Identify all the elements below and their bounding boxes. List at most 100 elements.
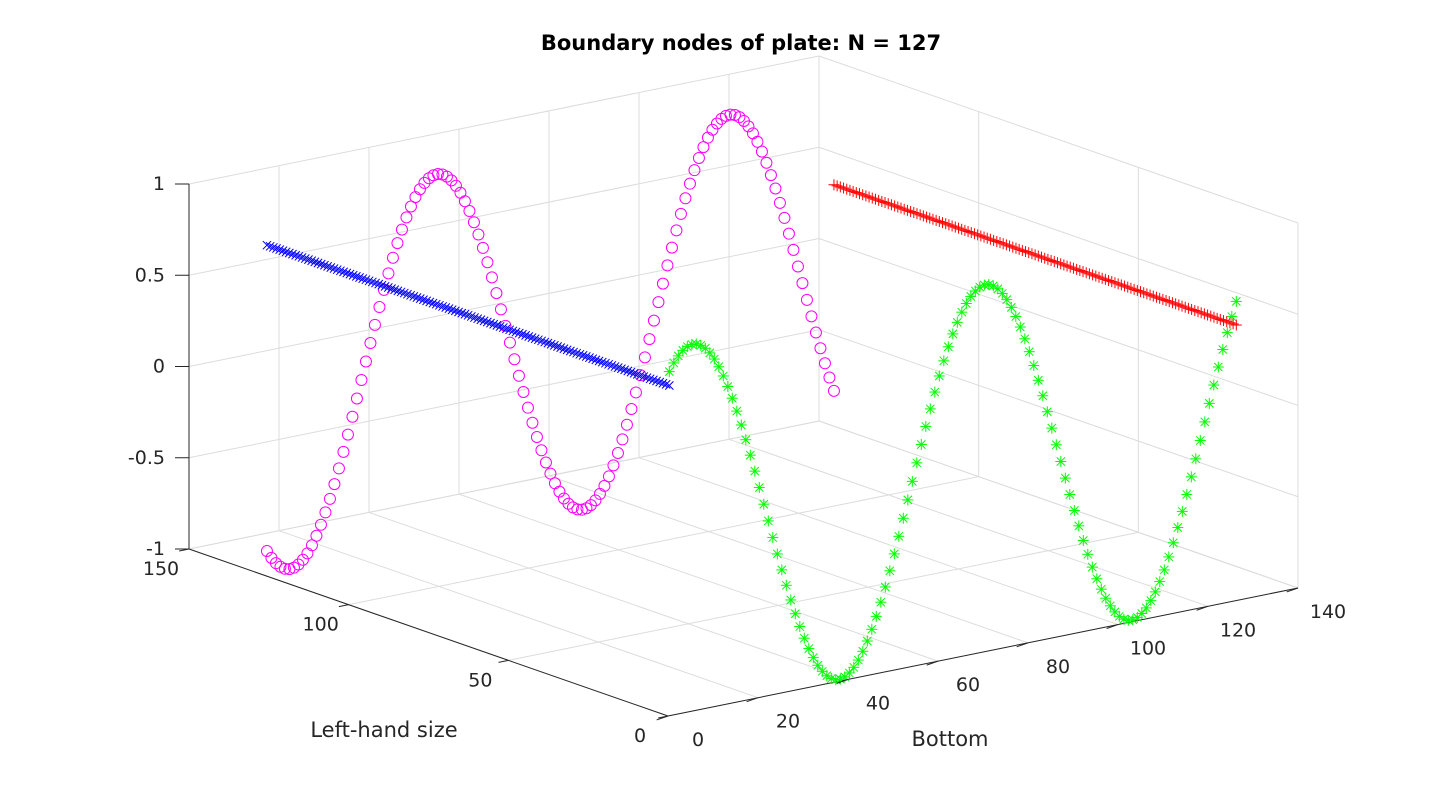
data-point xyxy=(914,209,926,221)
data-point xyxy=(463,205,476,218)
x-tick-mark xyxy=(1196,605,1209,611)
data-point xyxy=(921,211,933,223)
data-point xyxy=(413,183,426,196)
data-point xyxy=(291,250,301,260)
data-point xyxy=(735,419,747,431)
data-point xyxy=(530,334,540,344)
data-point xyxy=(402,289,412,299)
data-point xyxy=(789,608,801,620)
data-point xyxy=(717,370,729,382)
data-point xyxy=(956,306,968,318)
x-tick-label: 140 xyxy=(1310,601,1346,623)
data-point xyxy=(339,267,349,277)
data-point xyxy=(902,494,914,506)
data-point xyxy=(549,340,559,350)
data-point xyxy=(701,131,714,144)
data-point xyxy=(1194,434,1206,446)
data-point xyxy=(422,296,432,306)
data-point xyxy=(1090,270,1102,282)
data-point xyxy=(591,355,601,365)
data-point xyxy=(616,364,626,374)
data-point xyxy=(626,367,636,377)
data-point xyxy=(447,305,457,315)
data-point xyxy=(807,652,819,664)
data-point xyxy=(805,310,818,323)
data-point xyxy=(1026,248,1038,260)
data-point xyxy=(803,643,815,655)
data-point xyxy=(965,290,977,302)
data-point xyxy=(861,635,873,647)
data-point xyxy=(1004,240,1016,252)
data-point xyxy=(490,287,503,300)
data-point xyxy=(332,265,342,275)
data-point xyxy=(307,256,317,266)
data-point xyxy=(719,109,732,122)
grid-line xyxy=(638,457,1119,626)
data-point xyxy=(778,211,791,224)
data-point xyxy=(505,325,515,335)
data-point xyxy=(744,449,756,461)
data-point xyxy=(386,251,399,264)
data-point xyxy=(313,258,323,268)
data-point xyxy=(661,379,671,389)
data-point xyxy=(310,529,323,542)
data-point xyxy=(476,315,486,325)
data-point xyxy=(272,244,282,254)
grid-line xyxy=(278,530,759,699)
data-point xyxy=(441,303,451,313)
y-tick-label: 50 xyxy=(468,669,492,691)
grid-line xyxy=(728,438,1209,607)
data-point xyxy=(1000,239,1012,251)
data-point xyxy=(917,210,929,222)
data-point xyxy=(915,438,927,450)
data-point xyxy=(584,499,597,512)
data-point xyxy=(834,181,846,193)
data-point xyxy=(895,202,907,214)
data-point xyxy=(843,667,855,679)
data-point xyxy=(598,479,611,492)
data-point xyxy=(431,299,441,309)
data-point xyxy=(539,456,552,469)
data-point xyxy=(996,287,1008,299)
data-point xyxy=(345,269,355,279)
data-point xyxy=(1115,279,1127,291)
grid-line xyxy=(458,493,939,662)
data-point xyxy=(1103,274,1115,286)
data-point xyxy=(364,276,374,286)
data-point xyxy=(683,177,696,190)
data-point xyxy=(544,467,557,480)
data-point xyxy=(508,326,518,336)
data-point xyxy=(395,223,408,236)
x-tick-mark xyxy=(926,660,939,666)
data-point xyxy=(382,267,395,280)
data-point xyxy=(1059,472,1071,484)
data-point xyxy=(1046,422,1058,434)
data-point xyxy=(852,654,864,666)
data-point xyxy=(512,369,525,382)
data-point xyxy=(569,347,578,357)
data-point xyxy=(906,475,918,487)
data-point xyxy=(425,297,435,307)
data-point xyxy=(1064,261,1076,273)
data-point xyxy=(458,195,471,208)
data-point xyxy=(620,418,633,431)
data-point xyxy=(629,368,639,378)
data-point xyxy=(337,445,350,458)
data-point xyxy=(1036,251,1048,263)
data-point xyxy=(562,345,572,355)
data-point xyxy=(495,321,505,331)
data-point xyxy=(1176,300,1188,312)
data-point xyxy=(268,242,278,252)
data-point xyxy=(589,494,602,507)
data-point xyxy=(1039,252,1051,264)
data-point xyxy=(959,224,971,236)
data-point xyxy=(494,303,507,316)
data-point xyxy=(449,179,462,192)
data-point xyxy=(769,182,782,195)
data-point xyxy=(952,222,964,234)
data-point xyxy=(885,199,897,211)
data-point xyxy=(368,318,381,331)
data-point xyxy=(472,228,485,241)
z-tick-label: -0.5 xyxy=(128,447,165,469)
data-point xyxy=(1214,313,1226,325)
